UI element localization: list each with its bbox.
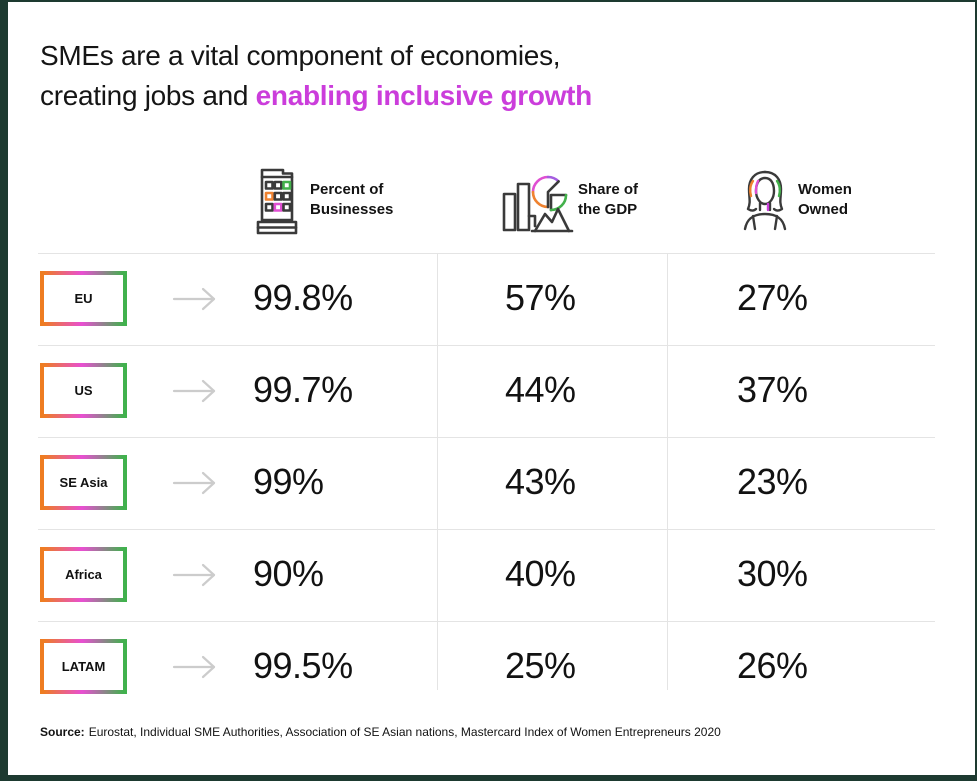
region-label: LATAM xyxy=(61,659,106,674)
value-women-owned: 27% xyxy=(737,277,808,318)
source-note: Source: Eurostat, Individual SME Authorit… xyxy=(40,725,721,739)
value-women-owned: 30% xyxy=(737,553,808,594)
title-line-2-highlight: enabling inclusive growth xyxy=(255,80,593,111)
arrow-right-icon xyxy=(172,563,216,587)
value-percent-businesses: 99.7% xyxy=(253,369,353,410)
value-women-owned: 37% xyxy=(737,369,808,410)
value-percent-businesses: 90% xyxy=(253,553,324,594)
region-badge: US xyxy=(40,363,127,418)
table-row-se-asia: SE Asia 99% 43% 23% xyxy=(0,437,977,529)
value-share-gdp: 57% xyxy=(505,277,576,318)
table-row-africa: Africa 90% 40% 30% xyxy=(0,529,977,621)
column-divider xyxy=(437,253,438,690)
table-row-eu: EU 99.8% 57% 27% xyxy=(0,253,977,345)
region-label: US xyxy=(74,383,93,398)
column-header-share-of-gdp: Share of the GDP xyxy=(578,181,639,218)
title-line-2: creating jobs and enabling inclusive gro… xyxy=(40,76,592,116)
source-text: Eurostat, Individual SME Authorities, As… xyxy=(88,725,721,739)
title-line-1: SMEs are a vital component of economies, xyxy=(40,40,561,71)
region-label: Africa xyxy=(65,567,102,582)
arrow-right-icon xyxy=(172,655,216,679)
region-badge: EU xyxy=(40,271,127,326)
region-label: SE Asia xyxy=(59,475,108,490)
column-divider xyxy=(667,253,668,690)
value-percent-businesses: 99% xyxy=(253,461,324,502)
source-label: Source: xyxy=(40,725,85,739)
value-share-gdp: 43% xyxy=(505,461,576,502)
value-share-gdp: 40% xyxy=(505,553,576,594)
title-line-2-plain: creating jobs and xyxy=(40,80,249,111)
region-badge: SE Asia xyxy=(40,455,127,510)
building-icon xyxy=(256,168,298,235)
arrow-right-icon xyxy=(172,287,216,311)
arrow-right-icon xyxy=(172,471,216,495)
value-women-owned: 26% xyxy=(737,645,808,686)
arrow-right-icon xyxy=(172,379,216,403)
region-badge: Africa xyxy=(40,547,127,602)
value-share-gdp: 25% xyxy=(505,645,576,686)
column-header-women-owned: Women Owned xyxy=(798,181,852,218)
column-header-percent-of-businesses: Percent of Businesses xyxy=(310,181,394,218)
value-women-owned: 23% xyxy=(737,461,808,502)
row-divider xyxy=(38,253,935,254)
table-row-latam: LATAM 99.5% 25% 26% xyxy=(0,621,977,713)
table-row-us: US 99.7% 44% 37% xyxy=(0,345,977,437)
value-percent-businesses: 99.5% xyxy=(253,645,353,686)
row-divider xyxy=(38,437,935,438)
region-label: EU xyxy=(74,291,93,306)
gdp-chart-icon xyxy=(502,175,574,233)
woman-icon xyxy=(743,170,787,231)
page-title: SMEs are a vital component of economies,… xyxy=(40,36,592,116)
value-percent-businesses: 99.8% xyxy=(253,277,353,318)
row-divider xyxy=(38,345,935,346)
row-divider xyxy=(38,621,935,622)
row-divider xyxy=(38,529,935,530)
value-share-gdp: 44% xyxy=(505,369,576,410)
region-badge: LATAM xyxy=(40,639,127,694)
